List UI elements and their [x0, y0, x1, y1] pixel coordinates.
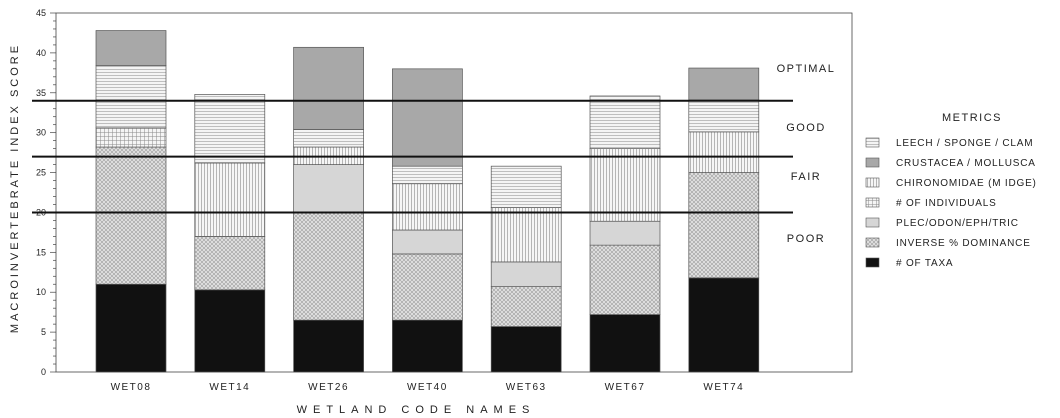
bar-segment: [688, 131, 760, 173]
bar-segment: [95, 30, 167, 67]
bar-segment: [589, 220, 661, 246]
bar-segment: [293, 46, 364, 130]
legend-swatch: [865, 237, 880, 248]
y-tick-label: 45: [36, 8, 46, 18]
bar-segment: [490, 165, 562, 209]
bar-segment: [688, 99, 760, 133]
y-tick-label: 15: [36, 247, 46, 257]
bar-stack-wet74: [688, 67, 760, 373]
bar-stack-wet40: [392, 68, 463, 373]
x-category-label: WET74: [703, 382, 744, 393]
bar-segment: [95, 127, 167, 148]
bar-segment: [589, 148, 661, 222]
bar-segment: [293, 129, 364, 148]
band-label-fair: FAIR: [791, 171, 821, 183]
legend: LEECH / SPONGE / CLAM CRUSTACEA / MOLLUSC…: [865, 137, 1037, 269]
threshold-lines: [32, 99, 793, 214]
legend-label: # OF TAXA: [896, 258, 953, 269]
legend-swatch: [865, 157, 880, 168]
legend-label: CRUSTACEA / MOLLUSCA: [896, 158, 1036, 169]
bar-segment: [194, 162, 266, 237]
bar-segment: [392, 165, 463, 185]
bar-segment: [589, 314, 661, 373]
bar-segment: [392, 319, 463, 373]
legend-swatch: [865, 177, 880, 188]
bar-stack-wet08: [95, 30, 167, 373]
bar-segment: [293, 164, 364, 213]
bar-segment: [194, 94, 266, 164]
bar-segment: [392, 183, 463, 231]
bar-segment: [293, 212, 364, 321]
legend-label: # OF INDIVIDUALS: [896, 198, 997, 209]
y-tick-label: 30: [36, 128, 46, 138]
bars: [95, 30, 760, 373]
y-tick-label: 5: [41, 327, 46, 337]
legend-swatch: [865, 257, 880, 268]
bar-stack-wet26: [293, 46, 364, 373]
band-label-optimal: OPTIMAL: [777, 63, 836, 75]
bar-segment: [95, 65, 167, 129]
x-category-label: WET26: [308, 382, 349, 393]
x-category-label: WET14: [209, 382, 250, 393]
bar-segment: [293, 319, 364, 373]
bar-segment: [688, 172, 760, 279]
x-category-label: WET08: [111, 382, 152, 393]
bar-segment: [589, 95, 661, 149]
bar-segment: [490, 326, 562, 373]
bar-segment: [490, 261, 562, 287]
y-tick-label: 35: [36, 88, 46, 98]
legend-title: METRICS: [942, 112, 1002, 124]
bar-segment: [589, 244, 661, 315]
bar-segment: [194, 289, 266, 373]
bar-segment: [392, 253, 463, 321]
bar-stack-wet14: [194, 94, 266, 373]
legend-label: CHIRONOMIDAE (M IDGE): [896, 178, 1037, 189]
legend-label: INVERSE % DOMINANCE: [896, 238, 1031, 249]
y-tick-label: 10: [36, 287, 46, 297]
bar-stack-wet67: [589, 95, 661, 373]
x-category-label: WET63: [506, 382, 547, 393]
bar-segment: [392, 68, 463, 167]
bar-segment: [688, 277, 760, 373]
x-category-label: WET40: [407, 382, 448, 393]
bar-segment: [95, 283, 167, 373]
y-tick-label: 0: [41, 367, 46, 377]
y-tick-label: 40: [36, 48, 46, 58]
y-tick-label: 25: [36, 168, 46, 178]
y-axis-label: MACROINVERTEBRATE INDEX SCORE: [9, 43, 21, 333]
bar-segment: [490, 286, 562, 327]
x-axis-label: WETLAND CODE NAMES: [297, 404, 536, 416]
band-label-good: GOOD: [786, 122, 826, 134]
bar-segment: [490, 207, 562, 263]
bar-segment: [95, 146, 167, 285]
bar-segment: [688, 67, 760, 101]
legend-swatch: [865, 197, 880, 208]
x-category-labels: WET08 WET14 WET26 WET40 WET63 WET67 WET74: [111, 382, 744, 393]
legend-label: PLEC/ODON/EPH/TRIC: [896, 218, 1019, 229]
legend-swatch: [865, 217, 880, 228]
x-category-label: WET67: [605, 382, 646, 393]
legend-label: LEECH / SPONGE / CLAM: [896, 138, 1033, 149]
legend-swatch: [865, 137, 880, 148]
bar-segment: [194, 236, 266, 291]
bar-stack-wet63: [490, 165, 562, 373]
band-label-poor: POOR: [787, 233, 825, 245]
bar-segment: [392, 229, 463, 255]
